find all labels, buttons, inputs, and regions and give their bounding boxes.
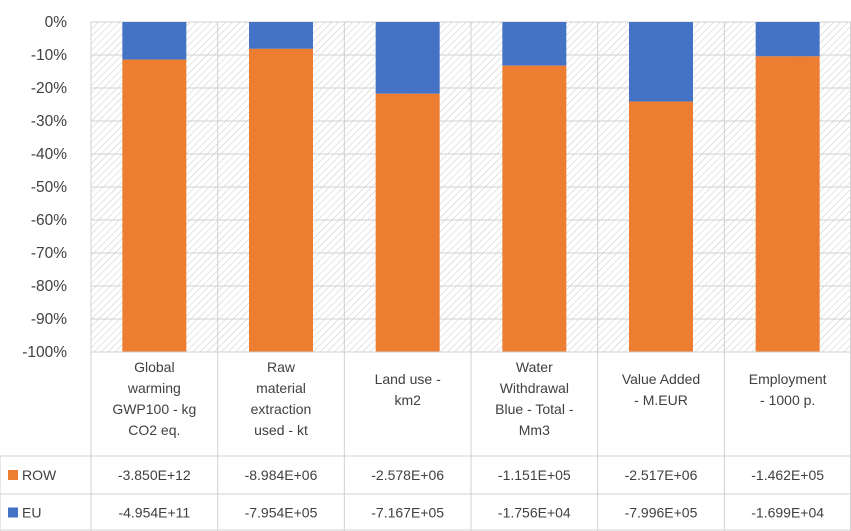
y-tick-label: -20% xyxy=(31,80,67,97)
bar-eu xyxy=(376,22,440,94)
category-label: CO2 eq. xyxy=(128,422,180,438)
y-tick-label: -70% xyxy=(31,245,67,262)
category-label: Employment xyxy=(749,371,827,387)
data-table-cell: -7.996E+05 xyxy=(625,505,698,521)
y-tick-label: -100% xyxy=(22,344,67,361)
category-label: Blue - Total - xyxy=(495,401,574,417)
category-label: Value Added xyxy=(622,371,700,387)
category-label: extraction xyxy=(251,401,312,417)
data-table-cell: -1.151E+05 xyxy=(498,467,571,483)
bar-eu xyxy=(756,22,820,56)
bar-eu xyxy=(502,22,566,66)
y-tick-label: -50% xyxy=(31,179,67,196)
bar-row xyxy=(249,49,313,352)
category-label: Mm3 xyxy=(519,422,550,438)
y-tick-label: -40% xyxy=(31,146,67,163)
category-label: warming xyxy=(127,380,181,396)
bar-eu xyxy=(249,22,313,49)
category-label: used - kt xyxy=(254,422,308,438)
legend-key-eu xyxy=(8,508,18,518)
bar-row xyxy=(122,60,186,352)
category-label: Land use - xyxy=(375,371,441,387)
y-tick-label: 0% xyxy=(45,14,68,31)
y-tick-label: -80% xyxy=(31,278,67,295)
data-table-cell: -3.850E+12 xyxy=(118,467,191,483)
category-label: Raw xyxy=(267,359,296,375)
bar-row xyxy=(502,66,566,352)
data-table-cell: -2.578E+06 xyxy=(371,467,444,483)
data-table-cell: -1.699E+04 xyxy=(751,505,824,521)
bar-row xyxy=(756,56,820,352)
legend-key-row xyxy=(8,470,18,480)
data-table-cell: -7.167E+05 xyxy=(371,505,444,521)
category-label: - 1000 p. xyxy=(760,392,815,408)
bar-row xyxy=(629,102,693,352)
category-label: GWP100 - kg xyxy=(112,401,196,417)
category-label: Global xyxy=(134,359,174,375)
bar-eu xyxy=(629,22,693,102)
data-table-cell: -1.756E+04 xyxy=(498,505,571,521)
y-tick-label: -30% xyxy=(31,113,67,130)
data-table-cell: -2.517E+06 xyxy=(625,467,698,483)
y-axis: 0% -10% -20% -30% -40% -50% -60% -70% -80% -90% -1… xyxy=(22,14,67,361)
data-table-cell: -8.984E+06 xyxy=(245,467,318,483)
data-table-cell: -4.954E+11 xyxy=(118,505,190,521)
y-tick-label: -10% xyxy=(31,47,67,64)
data-table-cell: -1.462E+05 xyxy=(751,467,824,483)
data-table-cell: -7.954E+05 xyxy=(245,505,318,521)
y-tick-label: -90% xyxy=(31,311,67,328)
category-label: - M.EUR xyxy=(634,392,688,408)
y-tick-label: -60% xyxy=(31,212,67,229)
category-label: Water xyxy=(516,359,553,375)
category-label: Withdrawal xyxy=(500,380,569,396)
bar-eu xyxy=(122,22,186,60)
legend-label-eu: EU xyxy=(22,505,41,521)
category-label: material xyxy=(256,380,306,396)
legend-label-row: ROW xyxy=(22,467,57,483)
category-label: km2 xyxy=(394,392,421,408)
bar-row xyxy=(376,94,440,352)
